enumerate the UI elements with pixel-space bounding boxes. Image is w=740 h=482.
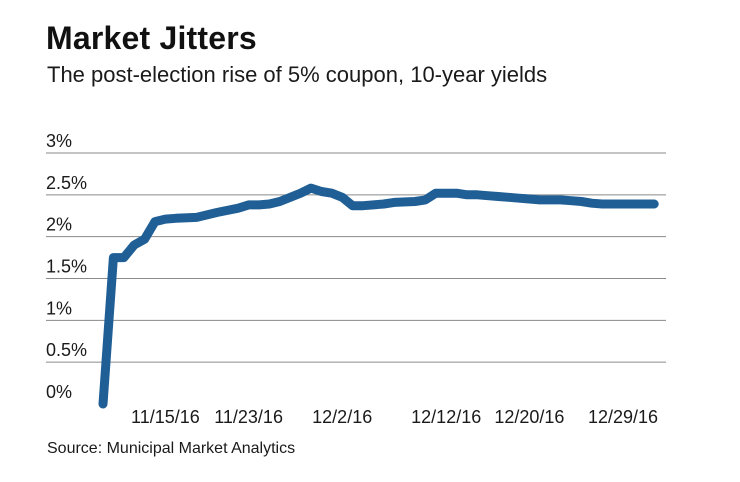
y-tick-label: 0% [46,382,72,402]
x-tick-label: 11/15/16 [131,407,200,427]
y-axis-labels: 0% 0.5% 1% 1.5% 2% 2.5% 3% [46,131,87,402]
gridlines [46,152,666,363]
x-tick-label: 12/29/16 [588,407,658,427]
x-tick-label: 12/12/16 [411,407,481,427]
series-line [98,183,659,409]
chart-title: Market Jitters [46,20,257,56]
x-tick-label: 12/2/16 [312,407,372,427]
y-tick-label: 1% [46,298,72,318]
y-tick-label: 3% [46,131,72,151]
x-tick-label: 12/20/16 [494,407,564,427]
y-tick-label: 2% [46,215,72,235]
series-layer [98,183,659,409]
source-note: Source: Municipal Market Analytics [47,440,296,457]
x-tick-label: 11/23/16 [214,407,283,427]
x-axis-labels: 11/15/16 11/23/16 12/2/16 12/12/16 12/20/16 1… [131,407,658,427]
y-tick-label: 1.5% [46,257,87,277]
chart-subtitle: The post-election rise of 5% coupon, 10-… [47,62,548,87]
y-tick-label: 2.5% [46,173,87,193]
y-tick-label: 0.5% [46,340,87,360]
